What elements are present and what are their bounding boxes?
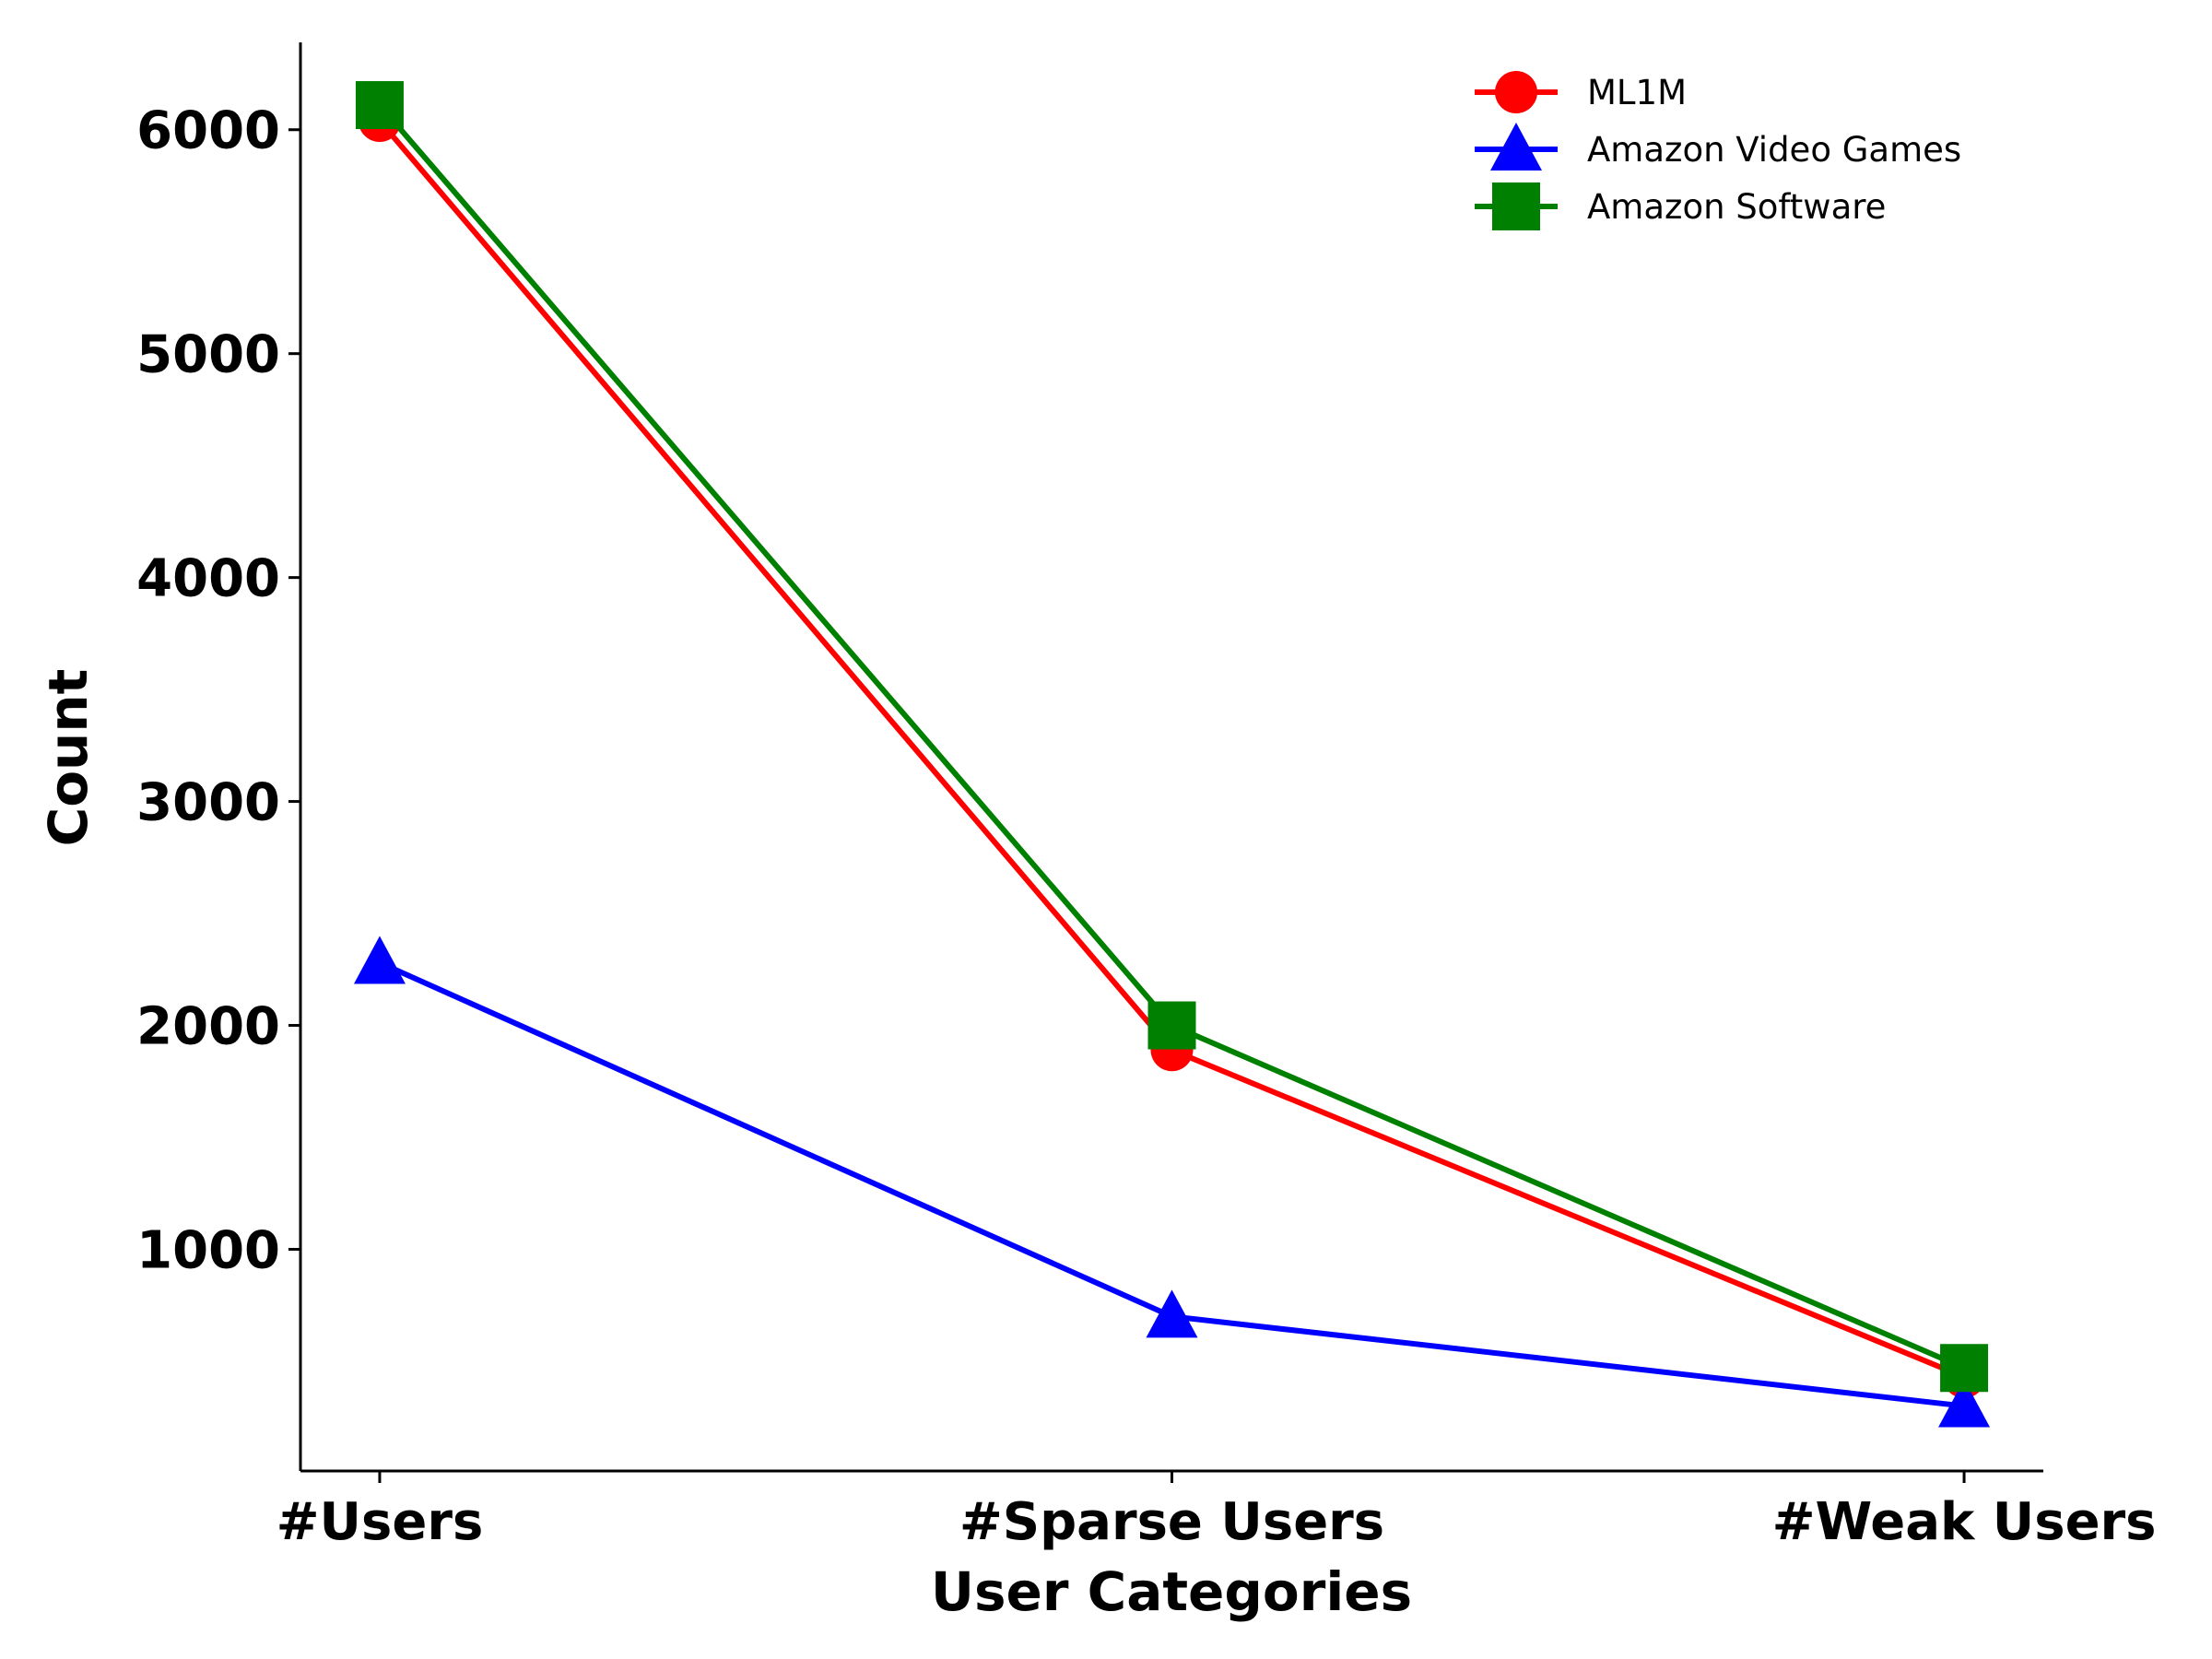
- data-point: [1938, 1379, 1991, 1428]
- y-tick-label: 6000: [136, 101, 280, 161]
- series-amazon-video-games: [353, 935, 1991, 1428]
- data-point: [355, 81, 404, 130]
- y-tick-label: 1000: [136, 1220, 280, 1280]
- data-point: [1147, 1001, 1196, 1050]
- series-ml1m: [358, 100, 1986, 1398]
- y-tick-label: 3000: [136, 773, 280, 833]
- y-tick-label: 5000: [136, 325, 280, 385]
- y-tick-label: 4000: [136, 549, 280, 609]
- legend-marker-icon: [1495, 71, 1537, 113]
- y-axis-label: Count: [37, 669, 100, 847]
- legend-label: Amazon Software: [1587, 187, 1886, 227]
- data-point: [1940, 1344, 1989, 1393]
- legend-label: ML1M: [1587, 73, 1687, 112]
- x-tick-label: #Sparse Users: [959, 1492, 1384, 1552]
- legend-marker-icon: [1490, 123, 1542, 171]
- x-tick-label: #Users: [276, 1492, 484, 1552]
- legend: ML1M Amazon Video Games Amazon Software: [1475, 71, 1961, 230]
- series-amazon-software: [355, 81, 1989, 1393]
- y-tick-label: 2000: [136, 997, 280, 1057]
- legend-item: Amazon Software: [1475, 182, 1886, 230]
- legend-item: ML1M: [1475, 71, 1687, 113]
- legend-item: Amazon Video Games: [1475, 123, 1961, 171]
- x-tick-label: #Weak Users: [1772, 1492, 2157, 1552]
- data-point: [353, 935, 406, 984]
- legend-marker-icon: [1492, 182, 1540, 230]
- x-axis-label: User Categories: [931, 1560, 1412, 1623]
- series-line: [377, 119, 1966, 1380]
- legend-label: Amazon Video Games: [1587, 130, 1961, 170]
- series-line: [377, 103, 1966, 1371]
- data-point: [1146, 1289, 1198, 1338]
